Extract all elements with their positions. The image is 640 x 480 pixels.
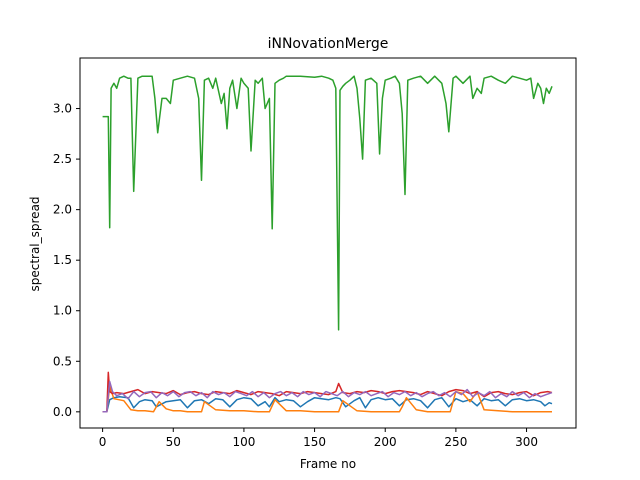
y-tick-label: 1.0 (53, 304, 72, 318)
x-axis: 0 50 100 150 200 250 300 (99, 428, 538, 449)
y-tick-label: 0.5 (53, 354, 72, 368)
x-tick-label: 0 (99, 435, 107, 449)
series-line-3 (102, 75, 553, 331)
x-tick-label: 250 (444, 435, 467, 449)
y-tick-label: 1.5 (53, 253, 72, 267)
y-axis: 0.0 0.5 1.0 1.5 2.0 2.5 3.0 (53, 102, 80, 419)
x-tick-label: 100 (232, 435, 255, 449)
y-tick-label: 2.0 (53, 203, 72, 217)
series-line-1 (102, 395, 553, 413)
y-tick-label: 2.5 (53, 152, 72, 166)
series-line-5 (102, 380, 553, 413)
plot-frame (79, 57, 577, 429)
x-tick-label: 200 (374, 435, 397, 449)
y-tick-label: 3.0 (53, 102, 72, 116)
x-tick-label: 150 (303, 435, 326, 449)
plot-lines (102, 75, 553, 413)
x-tick-label: 50 (166, 435, 181, 449)
x-tick-label: 300 (515, 435, 538, 449)
x-axis-label: Frame no (300, 457, 356, 471)
y-tick-label: 0.0 (53, 405, 72, 419)
chart-title: iNNovationMerge (268, 36, 389, 52)
y-axis-label: spectral_spread (28, 196, 42, 291)
